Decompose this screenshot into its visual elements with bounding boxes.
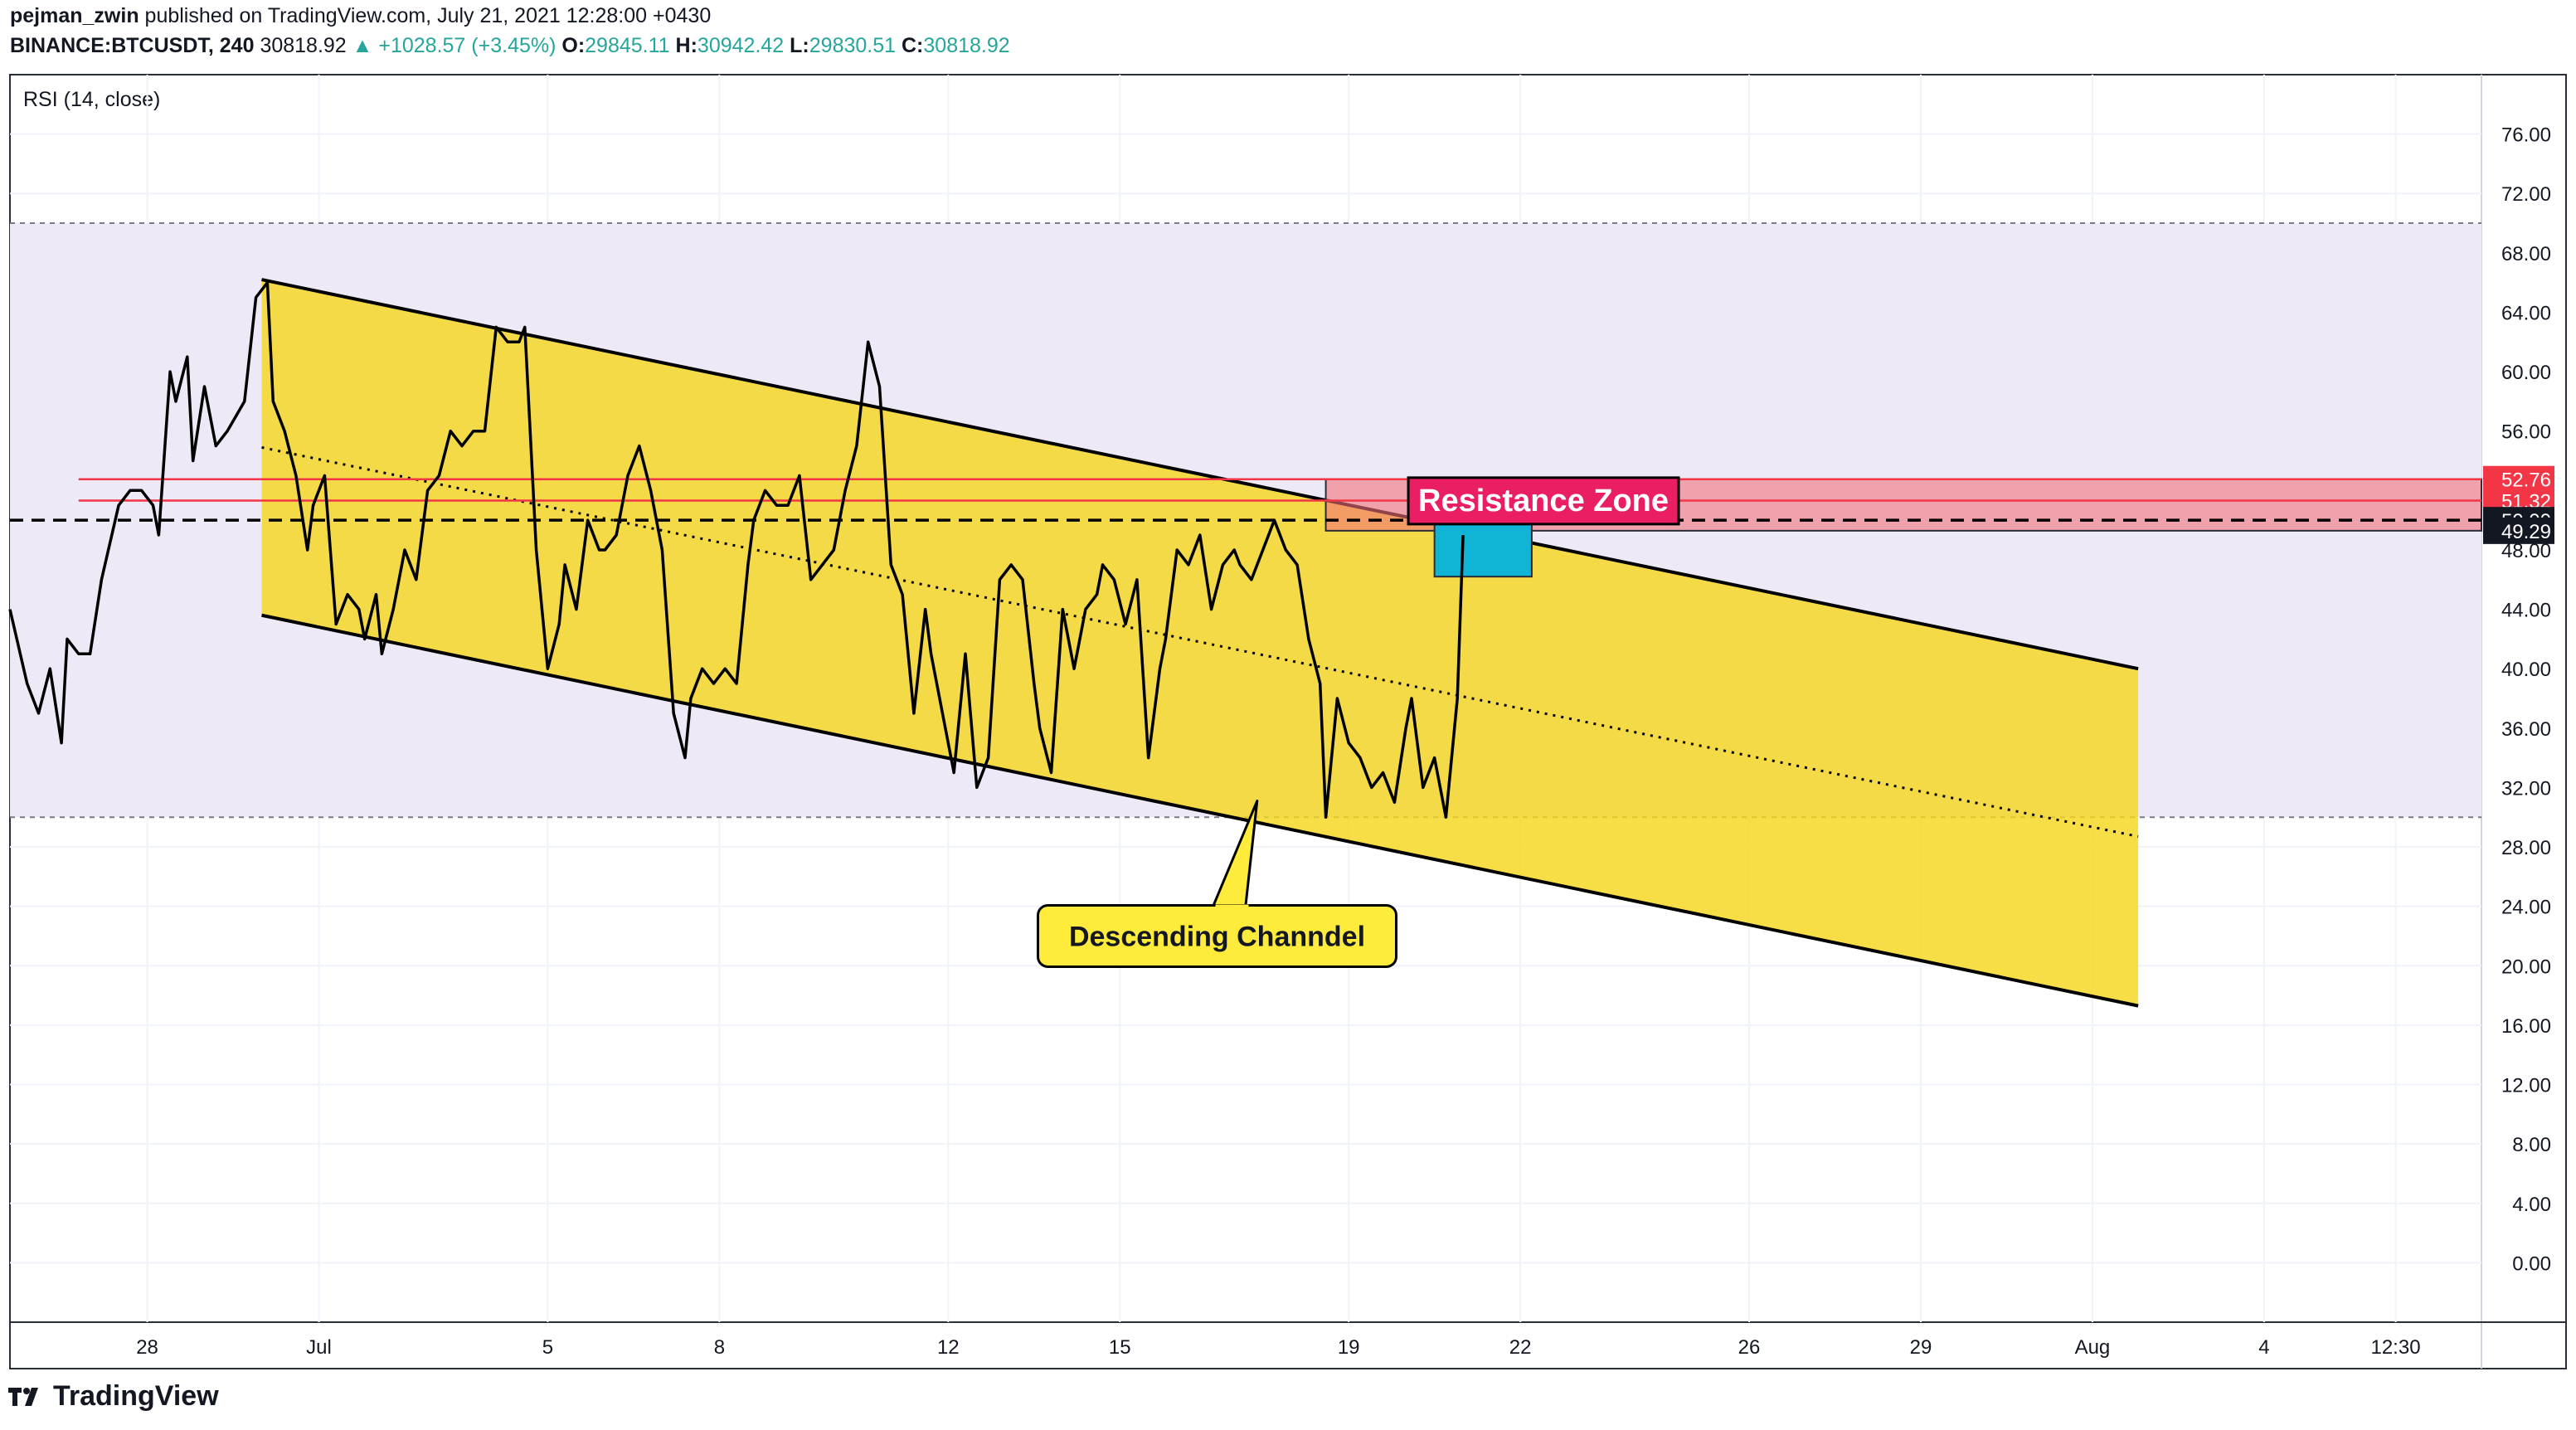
publish-info: pejman_zwin published on TradingView.com… <box>10 3 711 28</box>
y-tick-label: 72.00 <box>2501 183 2551 206</box>
y-tick-label: 8.00 <box>2512 1134 2551 1156</box>
x-tick-label: 12 <box>937 1336 960 1359</box>
x-tick-label: Aug <box>2075 1336 2111 1359</box>
y-tick-label: 12.00 <box>2501 1075 2551 1097</box>
x-tick-label: 26 <box>1738 1336 1761 1359</box>
y-tick-label: 76.00 <box>2501 124 2551 147</box>
symbol-label[interactable]: BINANCE:BTCUSDT, 240 <box>10 34 255 57</box>
low-label: L: <box>790 34 809 57</box>
y-tick-label: 64.00 <box>2501 302 2551 324</box>
x-tick-label: 28 <box>136 1336 158 1359</box>
high-value: 30942.42 <box>697 34 785 57</box>
y-tick-label: 4.00 <box>2512 1194 2551 1216</box>
open-value: 29845.11 <box>585 34 670 57</box>
published-text: published on TradingView.com, July 21, 2… <box>139 4 712 27</box>
open-label: O: <box>561 34 586 57</box>
channel-label: Descending Channdel <box>1069 921 1365 952</box>
low-value: 29830.51 <box>809 34 897 57</box>
y-tick-label: 24.00 <box>2501 897 2551 919</box>
tradingview-branding[interactable]: TradingView <box>8 1380 219 1413</box>
author-name[interactable]: pejman_zwin <box>10 4 139 27</box>
y-tick-label: 40.00 <box>2501 659 2551 681</box>
y-tick-label: 56.00 <box>2501 421 2551 444</box>
y-tick-label: 32.00 <box>2501 777 2551 800</box>
tradingview-logo-icon <box>8 1387 38 1406</box>
y-tick-label: 60.00 <box>2501 362 2551 384</box>
x-tick-label: 22 <box>1509 1336 1532 1359</box>
y-tick-label: 44.00 <box>2501 600 2551 622</box>
x-tick-label: 4 <box>2258 1336 2269 1359</box>
x-tick-label: 19 <box>1338 1336 1360 1359</box>
last-price: 30818.92 <box>260 34 347 57</box>
y-tick-label: 0.00 <box>2512 1252 2551 1275</box>
price-tag-box <box>2483 517 2554 544</box>
channel-lower-line <box>261 613 2139 1008</box>
descending-channel-fill <box>261 280 2139 1006</box>
y-tick-label: 36.00 <box>2501 718 2551 741</box>
y-tick-label: 16.00 <box>2501 1015 2551 1038</box>
channel-upper-line <box>261 278 2139 671</box>
rsi-series-line <box>8 280 1465 819</box>
y-tick-label: 28.00 <box>2501 837 2551 859</box>
x-tick-label: 15 <box>1109 1336 1131 1359</box>
indicator-label[interactable]: RSI (14, close) <box>23 88 160 111</box>
x-tick-label: 8 <box>714 1336 725 1359</box>
price-change: ▲ +1028.57 (+3.45%) <box>352 34 557 57</box>
resistance-label-box <box>1407 476 1680 526</box>
x-tick-label: 29 <box>1910 1336 1932 1359</box>
y-tick-label: 20.00 <box>2501 956 2551 978</box>
x-tick-label: 12:30 <box>2370 1336 2420 1359</box>
price-tag-label: 49.29 <box>2501 521 2551 543</box>
high-label: H: <box>675 34 697 57</box>
close-label: C: <box>902 34 924 57</box>
symbol-info: BINANCE:BTCUSDT, 240 30818.92 ▲ +1028.57… <box>10 33 1010 58</box>
close-value: 30818.92 <box>923 34 1010 57</box>
y-tick-label: 68.00 <box>2501 243 2551 265</box>
callout-joint <box>1215 904 1249 910</box>
x-tick-label: 5 <box>542 1336 553 1359</box>
resistance-label: Resistance Zone <box>1418 484 1669 518</box>
brand-name: TradingView <box>53 1380 219 1412</box>
x-tick-label: Jul <box>306 1336 332 1359</box>
